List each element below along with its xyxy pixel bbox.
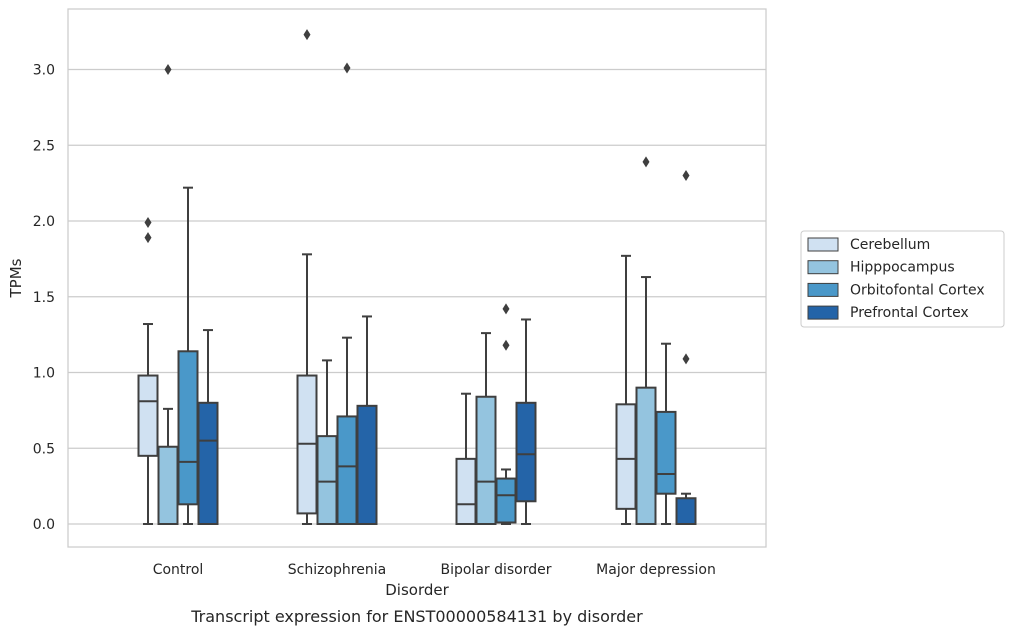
y-tick-label: 2.5 <box>33 138 55 154</box>
box-iqr <box>475 395 497 525</box>
box-cerebellum <box>137 217 159 525</box>
outlier-point <box>303 29 311 41</box>
outlier-point <box>502 303 510 315</box>
box-prefrontal-cortex <box>356 315 378 525</box>
box-iqr <box>177 350 199 506</box>
x-axis-label: Disorder <box>385 581 449 599</box>
box-iqr <box>137 374 159 457</box>
plot-frame <box>67 8 767 548</box>
x-tick-label: Bipolar disorder <box>440 562 551 578</box>
box-iqr <box>336 415 358 525</box>
box-hipppocampus <box>157 64 179 525</box>
boxes <box>137 29 697 526</box>
legend: Cerebellum Hipppocampus Orbitofontal Corte… <box>800 230 1005 328</box>
outlier-point <box>343 62 351 74</box>
box-cerebellum <box>296 29 318 525</box>
x-tick-label: Schizophrenia <box>288 562 386 578</box>
y-tick-label: 3.0 <box>33 63 55 79</box>
legend-swatch <box>807 305 839 320</box>
legend-swatch <box>807 237 839 252</box>
box-hipppocampus <box>475 332 497 525</box>
outlier-point <box>502 339 510 351</box>
box-iqr <box>655 410 677 495</box>
box-iqr <box>316 435 338 526</box>
box-prefrontal-cortex <box>197 329 219 525</box>
y-tick-label: 1.5 <box>33 290 55 306</box>
box-iqr <box>495 477 517 524</box>
legend-label: Orbitofontal Cortex <box>850 282 985 298</box>
legend-swatch <box>807 282 839 297</box>
box-iqr <box>515 401 537 503</box>
x-tick-label: Major depression <box>596 562 716 578</box>
legend-swatch <box>807 260 839 275</box>
outlier-point <box>144 217 152 229</box>
x-tick-labels: Control Schizophrenia Bipolar disorder Majo… <box>153 562 716 578</box>
y-tick-label: 0.0 <box>33 517 55 533</box>
box-cerebellum <box>455 392 477 526</box>
box-prefrontal-cortex <box>515 318 537 525</box>
box-cerebellum <box>615 254 637 525</box>
y-axis-label: TPMs <box>7 258 25 298</box>
box-iqr <box>455 457 477 526</box>
outlier-point <box>144 232 152 244</box>
box-iqr <box>615 403 637 510</box>
legend-label: Cerebellum <box>850 237 930 253</box>
box-iqr <box>635 386 657 525</box>
y-tick-labels: 0.0 0.5 1.0 1.5 2.0 2.5 3.0 <box>33 63 55 534</box>
box-orbitofontal-cortex <box>495 303 517 525</box>
y-tick-label: 2.0 <box>33 214 55 230</box>
outlier-point <box>682 170 690 182</box>
box-orbitofontal-cortex <box>655 342 677 525</box>
outlier-point <box>642 156 650 168</box>
box-prefrontal-cortex <box>675 170 697 525</box>
box-iqr <box>356 404 378 525</box>
legend-label: Hipppocampus <box>850 260 955 276</box>
box-iqr <box>157 445 179 525</box>
outlier-point <box>164 64 172 75</box>
x-tick-label: Control <box>153 562 204 578</box>
outlier-point <box>682 353 690 365</box>
box-iqr <box>675 497 697 525</box>
chart-title: Transcript expression for ENST0000058413… <box>190 607 643 626</box>
y-tick-label: 0.5 <box>33 441 55 457</box>
legend-label: Prefrontal Cortex <box>850 305 969 321</box>
box-iqr <box>197 401 219 525</box>
y-tick-label: 1.0 <box>33 366 55 382</box>
legend-frame <box>800 230 1005 328</box>
